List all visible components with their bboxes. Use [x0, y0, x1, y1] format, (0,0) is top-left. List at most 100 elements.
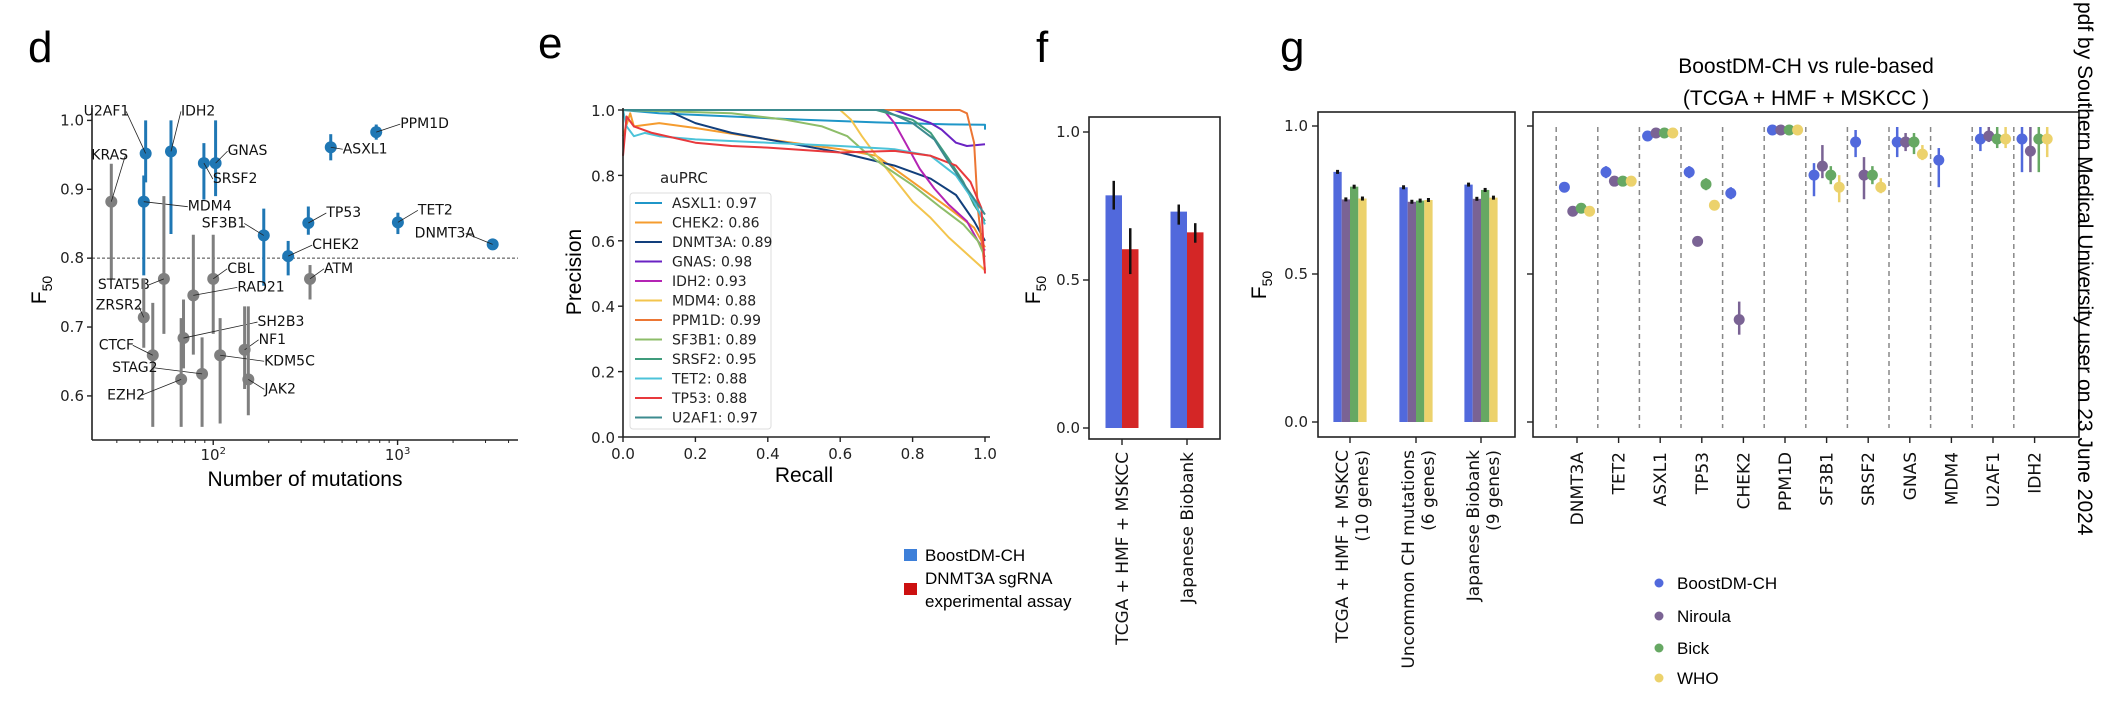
g-left-bar-boostdm-ch: [1333, 171, 1342, 422]
g-right-point-niroula-dnmt3a: [1567, 205, 1579, 217]
d-gene-label-mdm4: MDM4: [188, 199, 232, 215]
d-leader-tp53: [308, 212, 327, 224]
panel-letter-d: d: [28, 23, 52, 72]
g-right-point-bick-tet2: [1617, 175, 1629, 187]
g-right-legend-label-niroula: Niroula: [1677, 607, 1731, 626]
g-right-point-boostdm-ch-gnas: [1891, 136, 1903, 148]
watermark-text: pdf by Southern Medical University user …: [2073, 2, 2096, 536]
g-right-xtick-label-u2af1: U2AF1: [1984, 452, 2004, 507]
g-right-point-niroula-ppm1d: [1775, 124, 1787, 136]
g-ylabel: F50: [1248, 271, 1275, 300]
e-axes: 0.0 0.2 0.4 0.6 0.8 1.0 0.0 0.2 0.4 0.6 0.8 1.0: [591, 102, 997, 463]
g-left-bar-niroula: [1341, 199, 1350, 422]
panel-g-left-bar: 0.0 0.5 1.0 TCGA + HMF + MSKCC (10 genes) Unc…: [1248, 111, 1533, 669]
d-leader-tet2: [397, 209, 419, 223]
d-leader-gnas: [215, 150, 228, 164]
d-gene-label-ezh2: EZH2: [107, 387, 145, 403]
g-left-errorbar: [1410, 199, 1414, 204]
g-right-xtick-label-dnmt3a: DNMT3A: [1568, 452, 1588, 526]
e-curve-asxl1: [622, 109, 986, 130]
d-gene-label-stat5b: STAT5B: [98, 277, 150, 293]
g-right-point-bick-asxl1: [1658, 127, 1670, 139]
g-right-legend-label-bick: Bick: [1677, 639, 1710, 658]
e-curve-sf3b1: [622, 109, 986, 258]
panel-letter-f: f: [1036, 23, 1049, 72]
d-axes: 0.6 0.7 0.8 0.9 1.0 102 103: [60, 111, 510, 464]
g-left-bar-who: [1424, 200, 1433, 422]
f-bar-boostdm: [1105, 195, 1122, 428]
g-right-point-boostdm-ch-srsf2: [1850, 136, 1862, 148]
f-bar-boostdm: [1170, 211, 1187, 428]
e-xtick-label: 0.8: [901, 445, 925, 463]
d-leader-idh2: [170, 111, 182, 152]
d-gene-label-rad21: RAD21: [237, 279, 284, 295]
panel-f-bar: 0.0 0.5 1.0 TCGA + HMF + MSKCC Japanese Biob…: [904, 116, 1221, 646]
f-ylabel: F50: [1022, 276, 1049, 305]
g-left-errorbar: [1402, 185, 1406, 190]
f-xtick-label: TCGA + HMF + MSKCC: [1113, 452, 1133, 646]
d-ylabel-sub: 50: [39, 276, 55, 292]
g-right-point-boostdm-ch-u2af1: [1974, 133, 1986, 145]
f-ylabel-sub: 50: [1033, 276, 1049, 292]
e-legend: ASXL1: 0.97 CHEK2: 0.86 DNMT3A: 0.89 GNAS: …: [635, 196, 772, 427]
g-left-errorbar: [1352, 184, 1356, 189]
d-gene-label-kras: KRAS: [91, 148, 128, 164]
d-gene-label-idh2: IDH2: [181, 103, 215, 119]
g-right-xtick-label-gnas: GNAS: [1901, 452, 1921, 500]
f-legend-label: DNMT3A sgRNA: [925, 569, 1053, 588]
g-left-xtick-label: (6 genes): [1419, 450, 1439, 531]
e-legend-box: [629, 192, 772, 430]
g-left-bars: [1333, 169, 1498, 422]
e-curves: [622, 109, 986, 274]
e-curve-srsf2: [623, 109, 986, 222]
d-gene-label-ctcf: CTCF: [99, 337, 134, 353]
g-left-xtick-label: Uncommon CH mutations: [1399, 450, 1419, 669]
d-ytick-label: 0.9: [60, 180, 84, 198]
panel-letter-e: e: [538, 19, 562, 68]
g-right-xtick-label-srsf2: SRSF2: [1859, 452, 1879, 506]
f-bar-sgrna: [1187, 232, 1204, 428]
d-leader-jak2: [248, 379, 265, 390]
g-right-point-bick-u2af1: [1991, 133, 2003, 145]
e-legend-label-asxl1: ASXL1: 0.97: [672, 196, 757, 212]
g-left-errorbar: [1467, 182, 1471, 187]
g-right-point-who-tet2: [1625, 175, 1637, 187]
e-ytick-label: 0.6: [591, 233, 615, 251]
e-legend-label-mdm4: MDM4: 0.88: [672, 294, 756, 310]
g-right-point-niroula-u2af1: [1983, 130, 1995, 142]
e-xtick-label: 0.0: [611, 445, 635, 463]
g-right-xtick-label-ppm1d: PPM1D: [1776, 452, 1796, 511]
g-right-point-niroula-sf3b1: [1816, 160, 1828, 172]
d-leader-kdm5c: [220, 354, 265, 362]
d-gene-label-stag2: STAG2: [112, 360, 157, 376]
d-ytick-label: 1.0: [60, 111, 84, 129]
f-ytick-label: 0.0: [1056, 419, 1080, 437]
g-left-xtick-label: (9 genes): [1484, 450, 1504, 531]
g-right-point-niroula-chek2: [1733, 314, 1745, 326]
d-gene-label-sh2b3: SH2B3: [258, 314, 305, 330]
g-left-axes: 0.0 0.5 1.0 TCGA + HMF + MSKCC (10 genes) Unc…: [1284, 117, 1533, 669]
d-gene-label-gnas: GNAS: [228, 143, 268, 159]
e-legend-label-ppm1d: PPM1D: 0.99: [672, 313, 761, 329]
g-right-point-bick-dnmt3a: [1575, 202, 1587, 214]
g-right-legend-marker-boostdm-ch: [1654, 578, 1664, 588]
g-right-point-who-sf3b1: [1833, 181, 1845, 193]
d-leader-atm: [309, 268, 325, 280]
e-legend-label-sf3b1: SF3B1: 0.89: [672, 333, 757, 349]
g-right-point-bick-srsf2: [1866, 169, 1878, 181]
d-ytick-label: 0.6: [60, 387, 84, 405]
f-bars: [1105, 180, 1204, 428]
g-right-xtick-label-asxl1: ASXL1: [1651, 452, 1671, 506]
d-leader-rad21: [193, 286, 238, 296]
g-right-point-bick-sf3b1: [1825, 169, 1837, 181]
e-legend-title: auPRC: [660, 169, 708, 187]
g-left-errorbar: [1336, 169, 1340, 174]
g-right-xtick-label-tp53: TP53: [1693, 452, 1713, 495]
g-right-axes: DNMT3A TET2 ASXL1 TP53 CHEK2 PPM1D SF3B1 SRSF2 G…: [1568, 437, 2046, 525]
g-left-errorbar: [1418, 198, 1422, 203]
g-right-point-niroula-gnas: [1900, 136, 1912, 148]
f-legend: BoostDM-CH DNMT3A sgRNA experimental assay: [904, 546, 1072, 611]
g-title-line2: (TCGA + HMF + MSKCC ): [1683, 87, 1929, 110]
d-gene-label-sf3b1: SF3B1: [202, 215, 246, 231]
